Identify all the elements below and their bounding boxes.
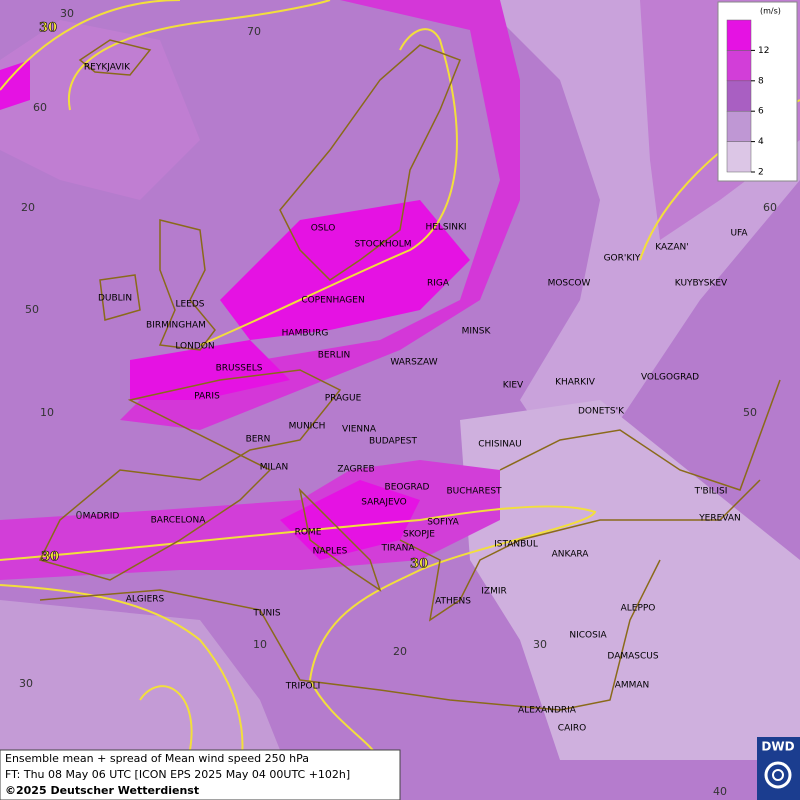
city-label: T'BILISI <box>694 487 728 497</box>
city-label: WARSZAW <box>390 358 437 368</box>
city-label: OSLO <box>311 224 336 234</box>
city-label: SOFIYA <box>427 518 459 528</box>
city-label: VOLGOGRAD <box>641 373 699 383</box>
grid-label: 40 <box>713 785 727 798</box>
caption-line: Ensemble mean + spread of Mean wind spee… <box>5 752 309 765</box>
legend-swatch <box>726 80 752 112</box>
legend-tick-label: 12 <box>758 46 769 56</box>
contour-label: 30 <box>410 557 428 572</box>
city-label: MOSCOW <box>548 279 591 289</box>
city-label: BARCELONA <box>151 516 207 526</box>
legend-tick-label: 8 <box>758 76 764 86</box>
grid-label: 20 <box>21 201 35 214</box>
city-label: KIEV <box>503 381 524 391</box>
city-label: NICOSIA <box>569 631 607 641</box>
city-label: KAZAN' <box>655 243 688 253</box>
city-label: REYKJAVIK <box>84 63 131 73</box>
city-label: SARAJEVO <box>361 498 407 508</box>
city-label: TUNIS <box>252 609 280 619</box>
city-label: ROME <box>295 528 322 538</box>
legend-tick-label: 4 <box>758 137 764 147</box>
legend-swatch <box>726 141 752 173</box>
city-label: BEOGRAD <box>385 483 430 493</box>
city-label: TRIPOLI <box>285 682 321 692</box>
city-label: ZAGREB <box>337 465 374 475</box>
city-label: CAIRO <box>558 724 586 734</box>
caption-line: FT: Thu 08 May 06 UTC [ICON EPS 2025 May… <box>5 768 350 781</box>
legend-swatch <box>726 50 752 82</box>
city-label: ALEPPO <box>621 604 656 614</box>
city-label: AMMAN <box>615 681 650 691</box>
logo: DWD <box>757 737 800 800</box>
grid-label: 10 <box>253 638 267 651</box>
grid-label: 50 <box>25 303 39 316</box>
grid-label: 30 <box>19 677 33 690</box>
grid-label: 20 <box>393 645 407 658</box>
grid-label: 50 <box>743 406 757 419</box>
city-label: KHARKIV <box>555 378 596 388</box>
city-label: STOCKHOLM <box>354 240 411 250</box>
city-label: BRUSSELS <box>216 364 263 374</box>
city-label: PARIS <box>194 392 220 402</box>
city-label: ALEXANDRIA <box>518 706 577 716</box>
city-label: ALGIERS <box>126 595 165 605</box>
city-label: MILAN <box>260 463 289 473</box>
grid-label: 30 <box>533 638 547 651</box>
legend: (m/s) 2 4 6 8 12 <box>717 1 798 182</box>
grid-label: 0 <box>76 509 83 522</box>
city-label: ISTANBUL <box>494 540 538 550</box>
city-label: RIGA <box>427 279 450 289</box>
city-label: DONETS'K <box>578 407 625 417</box>
legend-swatch <box>726 19 752 51</box>
city-label: MUNICH <box>289 422 326 432</box>
city-label: YEREVAN <box>698 514 741 524</box>
legend-unit: (m/s) <box>760 7 781 16</box>
city-label: IZMIR <box>481 587 507 597</box>
city-label: HELSINKI <box>425 223 466 233</box>
city-label: TIRANA <box>380 544 415 554</box>
city-label: LONDON <box>175 342 214 352</box>
city-label: BERLIN <box>318 351 351 361</box>
contour-label: 30 <box>41 550 59 565</box>
city-label: MINSK <box>462 327 492 337</box>
grid-label: 10 <box>40 406 54 419</box>
city-label: VIENNA <box>342 425 377 435</box>
city-label: HAMBURG <box>282 329 329 339</box>
caption: Ensemble mean + spread of Mean wind spee… <box>0 749 401 800</box>
contour-label: 30 <box>39 21 57 36</box>
city-label: UFA <box>730 229 748 239</box>
city-label: NAPLES <box>313 547 348 557</box>
city-label: DAMASCUS <box>607 652 658 662</box>
city-label: CHISINAU <box>478 440 522 450</box>
city-label: PRAGUE <box>325 394 362 404</box>
city-label: KUYBYSKEV <box>675 279 728 289</box>
grid-label: 60 <box>33 101 47 114</box>
city-label: ATHENS <box>435 597 471 607</box>
grid-label: 70 <box>247 25 261 38</box>
city-label: BERN <box>246 435 271 445</box>
city-label: SKOPJE <box>403 530 435 540</box>
coastlines <box>38 39 781 711</box>
caption-line: ©2025 Deutscher Wetterdienst <box>5 784 199 797</box>
city-label: BUDAPEST <box>369 437 418 447</box>
legend-tick-label: 6 <box>758 107 764 117</box>
city-label: GOR'KIY <box>604 254 641 264</box>
grid-label: 60 <box>763 201 777 214</box>
city-label: DUBLIN <box>98 294 132 304</box>
city-label: ANKARA <box>552 550 590 560</box>
grid-label: 30 <box>60 7 74 20</box>
city-label: BIRMINGHAM <box>146 321 206 331</box>
legend-tick-label: 2 <box>758 168 764 178</box>
city-label: MADRID <box>83 512 120 522</box>
city-label: LEEDS <box>175 300 204 310</box>
logo-text: DWD <box>761 740 794 754</box>
city-label: BUCHAREST <box>446 487 502 497</box>
legend-swatch <box>726 110 752 142</box>
city-label: COPENHAGEN <box>301 296 364 306</box>
